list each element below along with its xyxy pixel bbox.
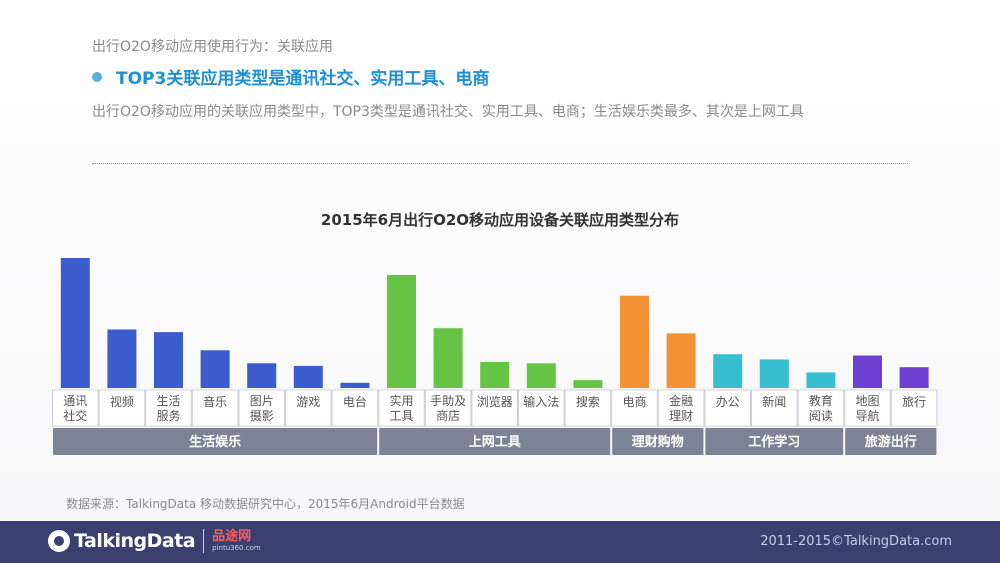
group-bar bbox=[379, 428, 611, 455]
group-bar bbox=[612, 428, 704, 455]
category-label: 音乐 bbox=[203, 394, 227, 409]
category-label: 电台 bbox=[343, 394, 367, 409]
dotted-divider bbox=[92, 163, 908, 164]
category-label: 新闻 bbox=[762, 394, 786, 409]
category-label: 教育阅读 bbox=[809, 393, 833, 423]
bar bbox=[387, 274, 416, 388]
headline-text: TOP3关联应用类型是通讯社交、实用工具、电商 bbox=[116, 69, 490, 89]
category-cell bbox=[657, 389, 705, 427]
breadcrumb: 出行O2O移动应用使用行为：关联应用 bbox=[92, 39, 333, 55]
group-label: 工作学习 bbox=[748, 434, 800, 450]
bar bbox=[806, 372, 836, 388]
headline: TOP3关联应用类型是通讯社交、实用工具、电商 bbox=[92, 64, 489, 89]
bar bbox=[620, 295, 649, 388]
bar bbox=[526, 363, 556, 388]
category-cell bbox=[145, 389, 192, 427]
category-cell bbox=[611, 389, 658, 427]
brand-separator bbox=[203, 529, 205, 553]
bar bbox=[759, 359, 789, 388]
partner-logo: 品途网 pintu360.com bbox=[212, 529, 261, 553]
brand-name: TalkingData bbox=[74, 530, 196, 552]
bar bbox=[713, 354, 743, 388]
category-label: 生活服务 bbox=[156, 394, 180, 423]
category-cell bbox=[191, 389, 239, 427]
talkingdata-logo-icon bbox=[48, 530, 70, 552]
bar bbox=[853, 355, 882, 388]
category-cell bbox=[518, 389, 565, 427]
category-label: 手助及商店 bbox=[430, 394, 466, 423]
category-label: 地图导航 bbox=[855, 394, 879, 423]
category-cell bbox=[797, 389, 845, 427]
category-label: 游戏 bbox=[296, 395, 320, 409]
bar bbox=[293, 365, 323, 388]
category-cell bbox=[331, 389, 379, 427]
category-label: 办公 bbox=[716, 394, 740, 409]
category-cell bbox=[238, 389, 285, 427]
footer-bar: TalkingData 品途网 pintu360.com 2011-2015©T… bbox=[0, 521, 1000, 563]
group-label: 上网工具 bbox=[469, 435, 521, 450]
category-cell bbox=[378, 389, 425, 427]
category-label: 输入法 bbox=[523, 394, 559, 409]
category-label: 视频 bbox=[110, 394, 134, 409]
category-label: 旅行 bbox=[902, 395, 926, 409]
bar bbox=[433, 328, 463, 388]
category-cell bbox=[890, 389, 938, 427]
bar bbox=[154, 332, 183, 388]
bar bbox=[200, 350, 230, 388]
partner-url: pintu360.com bbox=[212, 544, 261, 552]
summary-text: 出行O2O移动应用的关联应用类型中，TOP3类型是通讯社交、实用工具、电商；生活… bbox=[92, 104, 804, 120]
bar bbox=[60, 258, 90, 388]
partner-name: 品途网 bbox=[212, 529, 252, 544]
group-label: 生活娱乐 bbox=[189, 434, 241, 450]
category-cell bbox=[424, 389, 472, 427]
source-note: 数据来源：TalkingData 移动数据研究中心，2015年6月Android… bbox=[66, 497, 465, 511]
brand: TalkingData 品途网 pintu360.com bbox=[48, 529, 261, 553]
group-bar bbox=[845, 428, 937, 455]
category-label: 实用工具 bbox=[389, 393, 413, 423]
category-cell bbox=[704, 389, 752, 427]
bullet-dot-icon bbox=[92, 71, 102, 82]
category-cell bbox=[844, 389, 891, 427]
category-cell bbox=[471, 389, 518, 427]
bar bbox=[573, 380, 603, 388]
group-bar bbox=[705, 428, 844, 455]
category-cell bbox=[98, 389, 146, 427]
category-cell bbox=[285, 389, 332, 427]
category-label: 搜索 bbox=[576, 394, 600, 409]
category-label: 电商 bbox=[622, 394, 646, 409]
group-label: 旅游出行 bbox=[865, 434, 917, 450]
bar bbox=[107, 329, 137, 388]
category-cell bbox=[52, 389, 99, 427]
group-label: 理财购物 bbox=[632, 434, 684, 450]
bar bbox=[340, 382, 370, 388]
copyright: 2011-2015©TalkingData.com bbox=[760, 534, 952, 549]
category-label: 浏览器 bbox=[477, 394, 513, 409]
category-label: 通讯社交 bbox=[63, 394, 87, 423]
category-cell bbox=[564, 389, 612, 427]
bar bbox=[666, 333, 696, 388]
category-label: 金融理财 bbox=[669, 393, 693, 423]
chart-title: 2015年6月出行O2O移动应用设备关联应用类型分布 bbox=[320, 211, 680, 229]
category-label: 图片摄影 bbox=[250, 394, 274, 423]
category-cell bbox=[751, 389, 798, 427]
bar bbox=[247, 363, 277, 388]
bar bbox=[480, 362, 510, 388]
group-bar bbox=[53, 428, 378, 455]
bar bbox=[899, 367, 929, 388]
